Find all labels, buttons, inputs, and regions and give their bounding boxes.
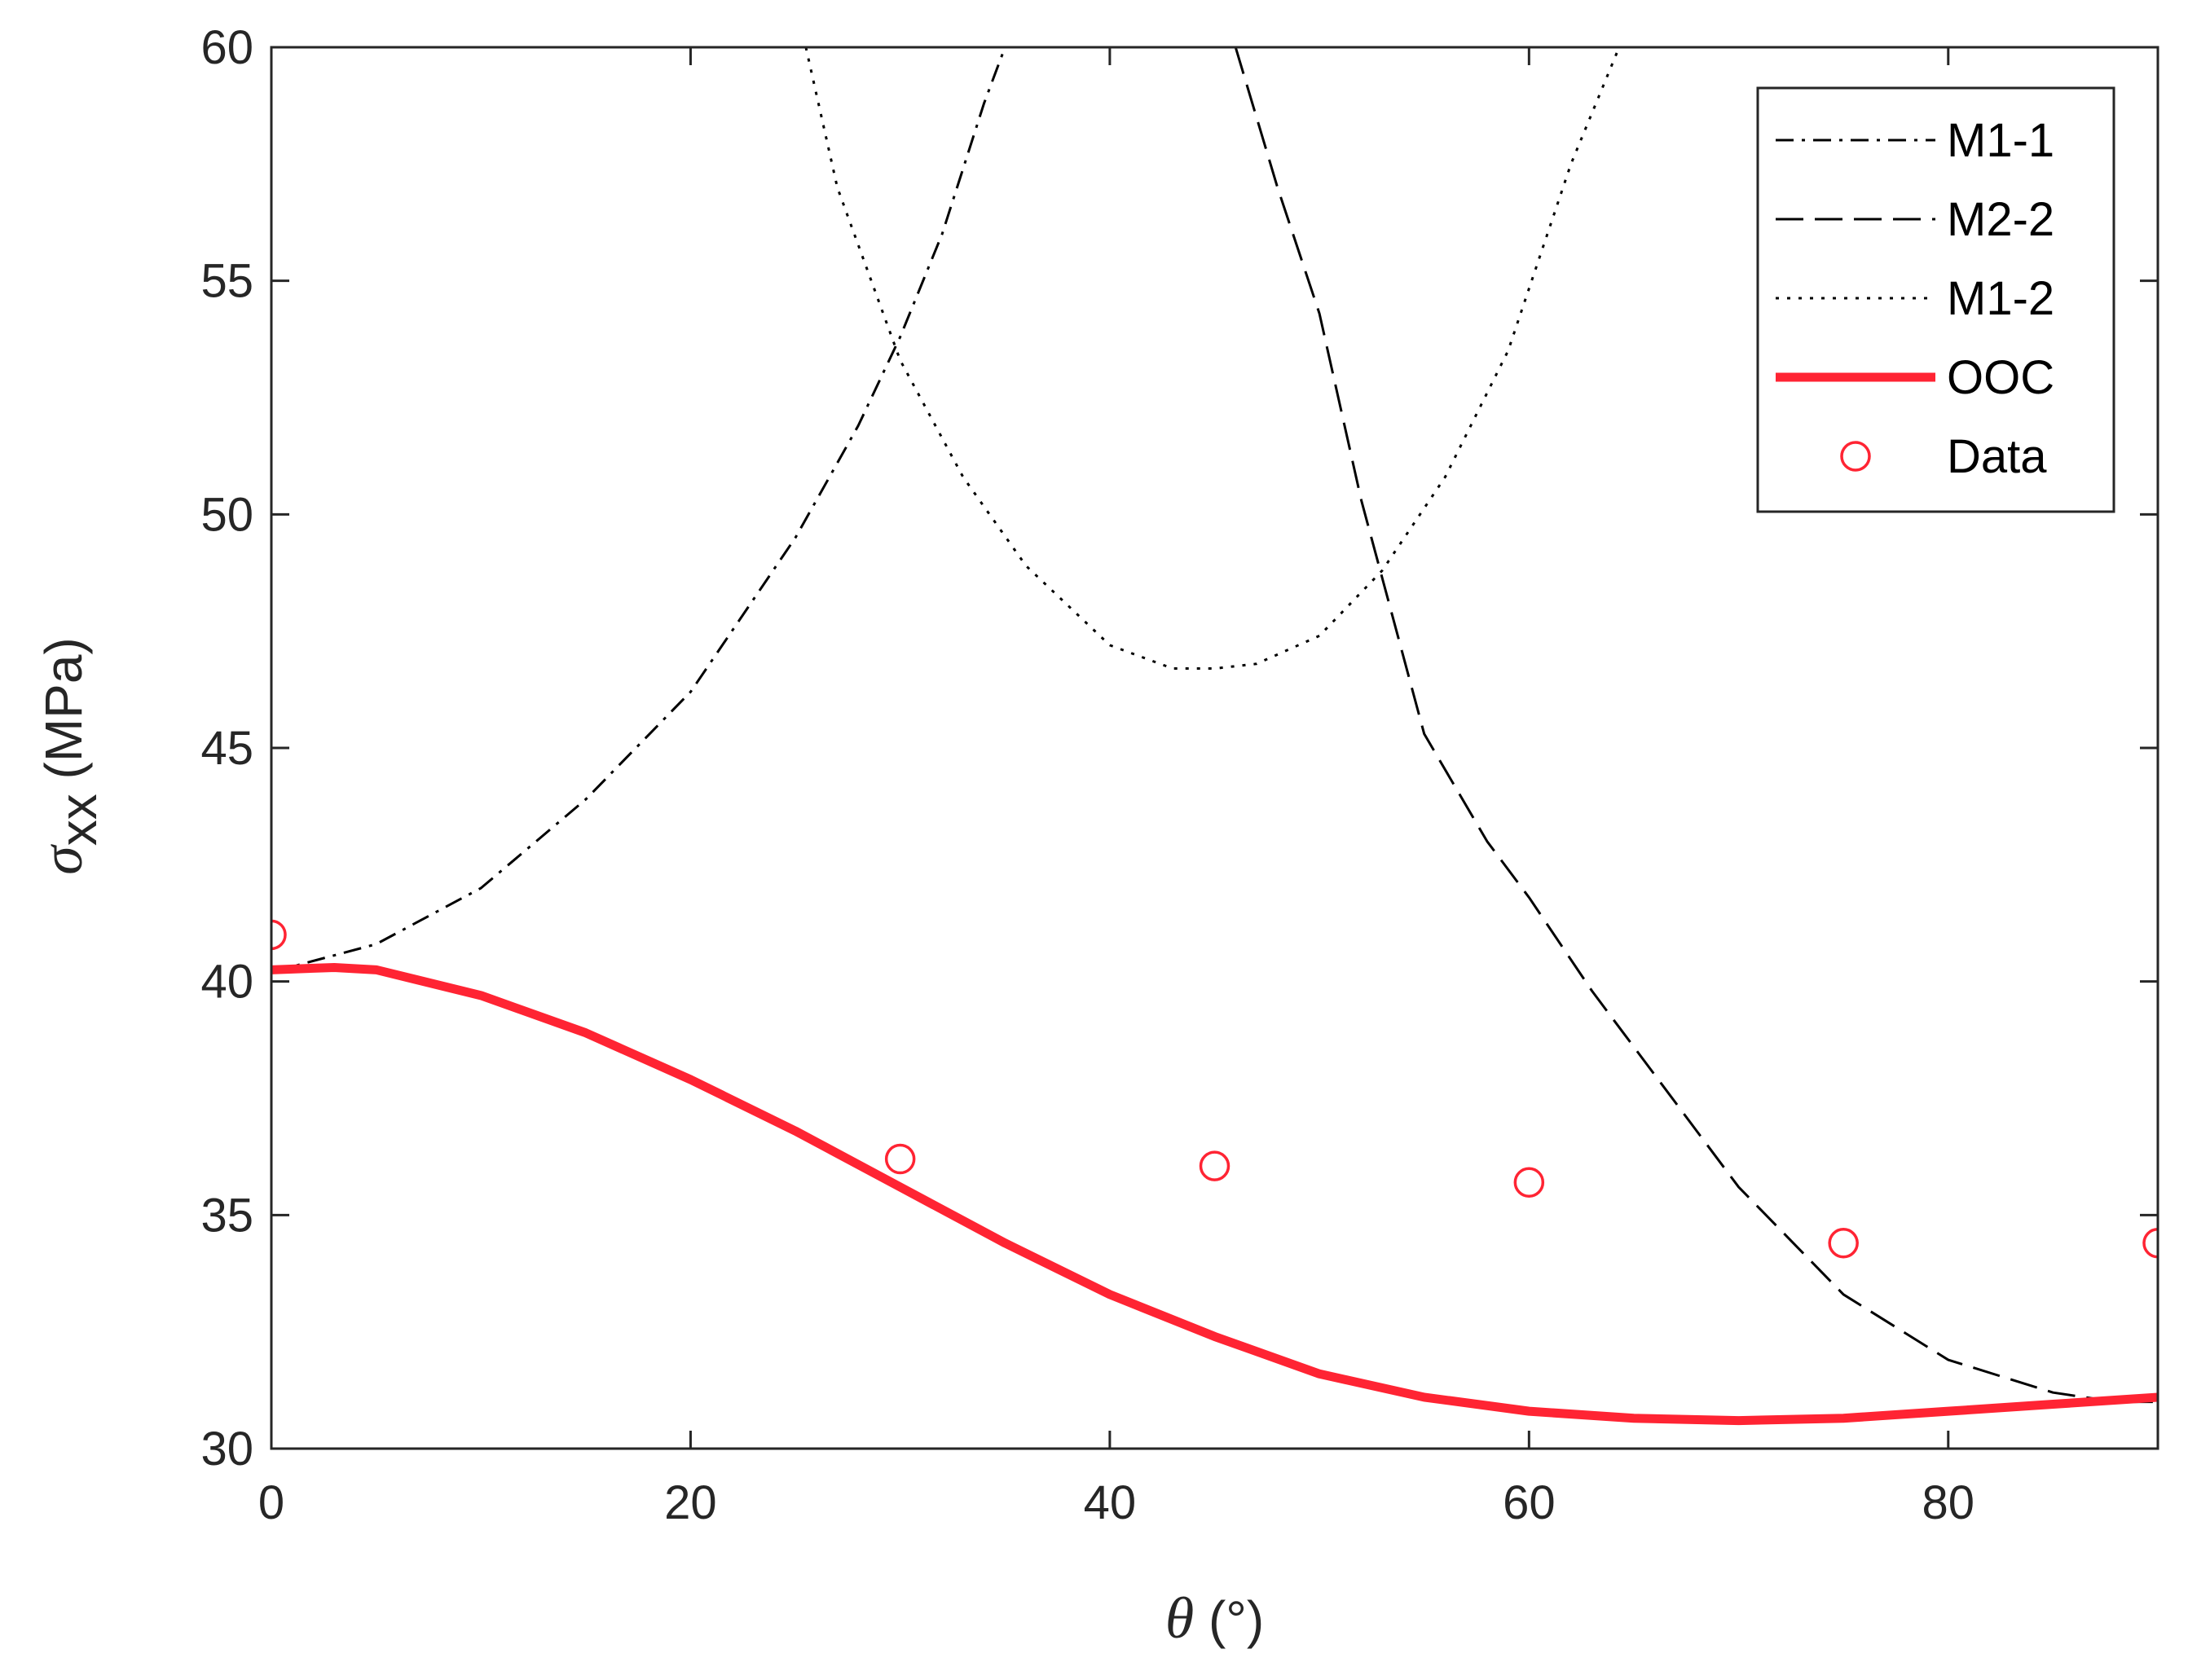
data-point-data <box>1828 1227 1859 1259</box>
legend-label-m2-2: M2-2 <box>1947 193 2054 246</box>
series-line-m1-2 <box>804 47 1621 671</box>
y-tick-label: 30 <box>200 1423 253 1475</box>
legend-items: M1-1 M2-2 M1-2 OOC Data <box>1776 114 2054 483</box>
data-point-data <box>1513 1167 1545 1198</box>
x-axis-title: θ (°) <box>1165 1585 1264 1651</box>
x-tick-label: 0 <box>258 1476 284 1529</box>
y-tick-label: 45 <box>200 722 253 775</box>
x-axis-unit: (°) <box>1194 1590 1264 1649</box>
series-line-m1-1 <box>271 47 1006 974</box>
y-tick-label: 40 <box>200 956 253 1009</box>
y-tick-label: 55 <box>200 255 253 308</box>
x-tick-label: 40 <box>1084 1476 1137 1529</box>
y-tick-label: 35 <box>200 1189 253 1242</box>
legend-label-ooc: OOC <box>1947 351 2054 404</box>
x-tick-label: 60 <box>1503 1476 1556 1529</box>
legend-label-data: Data <box>1947 430 2047 483</box>
data-point-data <box>2142 1227 2158 1259</box>
y-axis-subscript: xx <box>49 794 108 846</box>
y-axis-unit: (MPa) <box>34 637 93 794</box>
y-axis-symbol: σ <box>29 844 95 875</box>
series-line-ooc <box>271 962 2158 1426</box>
legend-box <box>1756 86 2115 513</box>
x-tick-label: 20 <box>664 1476 717 1529</box>
y-axis-title: σxx (MPa) <box>29 637 108 875</box>
data-point-data <box>271 919 287 951</box>
legend: M1-1 M2-2 M1-2 OOC Data <box>1756 86 2115 513</box>
data-point-data <box>1199 1150 1230 1181</box>
x-tick-label: 80 <box>1922 1476 1975 1529</box>
legend-marker-data <box>1840 441 1871 472</box>
tick-labels: 0 20 40 60 80 30 35 40 45 50 55 60 <box>200 21 1974 1529</box>
y-tick-label: 60 <box>200 21 253 74</box>
data-point-data <box>884 1143 916 1175</box>
y-tick-label: 50 <box>200 488 253 541</box>
legend-label-m1-2: M1-2 <box>1947 272 2054 325</box>
legend-label-m1-1: M1-1 <box>1947 114 2054 167</box>
series-line-m2-2 <box>1234 47 2158 1404</box>
x-axis-symbol: θ <box>1165 1585 1194 1651</box>
axis-ticks <box>270 46 2158 1450</box>
plot-area <box>271 47 2158 1426</box>
